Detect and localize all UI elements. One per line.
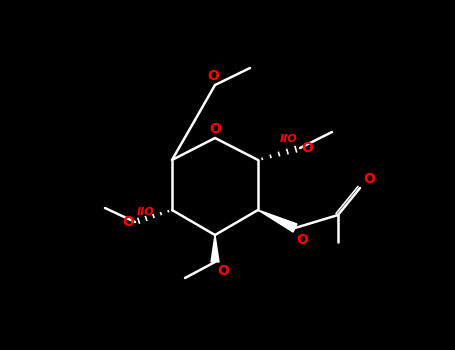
Polygon shape (258, 210, 297, 232)
Polygon shape (211, 235, 219, 262)
Text: O: O (296, 233, 308, 247)
Text: IIO: IIO (137, 207, 155, 217)
Text: O: O (363, 172, 375, 186)
Text: O: O (209, 122, 221, 136)
Text: O: O (301, 141, 313, 155)
Text: O: O (122, 215, 134, 229)
Text: IIO: IIO (280, 134, 298, 144)
Text: O: O (207, 69, 219, 83)
Text: O: O (217, 264, 229, 278)
